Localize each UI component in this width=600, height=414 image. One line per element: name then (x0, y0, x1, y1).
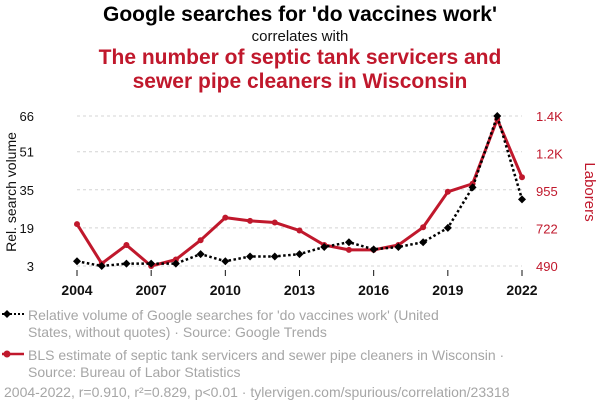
series-point-search-volume (97, 262, 106, 270)
series-point-laborers (197, 237, 204, 244)
series-point-search-volume (196, 250, 205, 259)
left-tick-label: 19 (20, 221, 34, 236)
x-tick-label: 2013 (284, 282, 315, 298)
series-point-search-volume (419, 238, 428, 247)
legend-marker-red-line (2, 347, 24, 364)
series-point-laborers (74, 221, 80, 228)
chart-title: Google searches for 'do vaccines work' (103, 3, 497, 26)
right-tick-label: 1.4K (536, 109, 563, 124)
right-tick-label: 722 (536, 222, 558, 237)
series-point-laborers (123, 242, 130, 249)
series-point-search-volume (147, 259, 156, 268)
legend-item-search-volume: Relative volume of Google searches for '… (2, 307, 439, 341)
legend-search-text-line2: States, without quotes) · Source: Google… (28, 324, 327, 340)
series-point-search-volume (270, 252, 279, 261)
series-point-search-volume (369, 245, 378, 254)
series-line-search-volume (76, 111, 524, 268)
series-point-search-volume (122, 259, 131, 268)
series-point-laborers (271, 219, 278, 226)
series-line-laborers (75, 117, 524, 268)
series-point-laborers (444, 188, 451, 195)
series-point-search-volume (295, 250, 304, 259)
right-tick-label: 490 (536, 259, 558, 274)
footer-stats: 2004-2022, r=0.910, r²=0.829, p<0.01 · t… (4, 384, 510, 400)
x-tick-label: 2010 (210, 282, 241, 298)
series-point-laborers (420, 224, 427, 231)
x-tick-label: 2019 (432, 282, 463, 298)
legend-marker-dotted-diamond (2, 307, 24, 324)
series-point-search-volume (468, 183, 477, 192)
series-point-search-volume (443, 223, 452, 232)
legend-laborers-text-line1: BLS estimate of septic tank servicers an… (28, 347, 505, 363)
right-tick-label: 955 (536, 184, 558, 199)
series-point-laborers (519, 174, 525, 181)
left-tick-label: 35 (20, 183, 34, 198)
series-point-search-volume (344, 238, 353, 247)
legend-item-laborers: BLS estimate of septic tank servicers an… (2, 347, 504, 381)
chart-connector: correlates with (251, 28, 349, 45)
series-point-laborers (247, 217, 254, 224)
chart-second-title-line1: The number of septic tank servicers and (98, 46, 502, 69)
left-tick-label: 51 (20, 145, 34, 160)
series-point-search-volume (246, 252, 255, 261)
series-point-laborers (222, 214, 229, 221)
left-tick-label: 66 (20, 109, 34, 124)
series-point-search-volume (171, 259, 180, 268)
legend-laborers-text-line2: Source: Bureau of Labor Statistics (28, 364, 241, 380)
series-point-laborers (345, 246, 352, 253)
x-tick-label: 2016 (358, 282, 389, 298)
series-point-search-volume (493, 112, 502, 120)
left-tick-label: 3 (27, 259, 34, 274)
series-point-search-volume (394, 242, 403, 251)
right-axis-label: Laborers (581, 162, 598, 221)
chart-title-block: Google searches for 'do vaccines work' c… (0, 0, 600, 94)
x-tick-label: 2022 (506, 282, 537, 298)
chart-second-title-line2: sewer pipe cleaners in Wisconsin (132, 70, 468, 93)
series-point-search-volume (73, 257, 81, 266)
series-point-search-volume (518, 195, 526, 204)
series-point-laborers (172, 256, 179, 263)
series-point-search-volume (320, 242, 329, 251)
series-point-laborers (296, 227, 303, 234)
series-point-search-volume (221, 257, 230, 266)
legend-search-text-line1: Relative volume of Google searches for '… (28, 307, 439, 323)
x-tick-label: 2007 (136, 282, 167, 298)
right-tick-label: 1.2K (536, 147, 563, 162)
x-tick-label: 2004 (61, 282, 92, 298)
left-axis-label: Rel. search volume (3, 132, 19, 252)
